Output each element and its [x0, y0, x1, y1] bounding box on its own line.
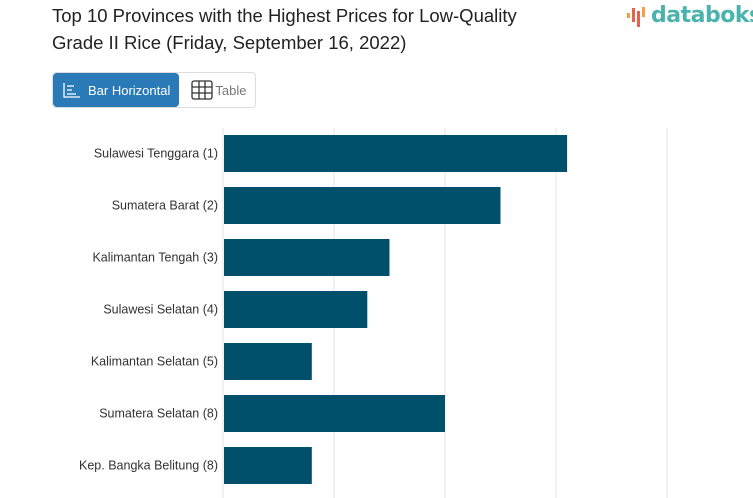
view-tabs: Bar Horizontal Table	[52, 72, 257, 108]
bar[interactable]	[224, 447, 312, 484]
bar[interactable]	[224, 135, 568, 172]
category-label: Sumatera Selatan (8)	[99, 407, 218, 421]
logo-bars-icon	[627, 6, 645, 27]
category-label: Sulawesi Tenggara (1)	[94, 147, 218, 161]
bar[interactable]	[224, 291, 368, 328]
category-label: Sulawesi Selatan (4)	[103, 303, 218, 317]
bar[interactable]	[224, 187, 501, 224]
tab-label: Table	[215, 82, 247, 98]
bar[interactable]	[224, 343, 312, 380]
databoks-logo: databoks	[626, 3, 753, 28]
chart-title: Top 10 Provinces with the Highest Prices…	[52, 5, 517, 53]
bar[interactable]	[224, 239, 390, 276]
category-label: Sumatera Barat (2)	[112, 199, 218, 213]
tab-label: Bar Horizontal	[88, 82, 171, 98]
tab-bar-horizontal[interactable]: Bar Horizontal	[53, 73, 180, 107]
category-label: Kalimantan Selatan (5)	[91, 355, 218, 369]
category-label: Kep. Bangka Belitung (8)	[79, 459, 218, 473]
tab-table[interactable]: Table	[179, 73, 255, 107]
logo-text: databoks	[651, 3, 753, 28]
bar-horizontal-icon	[63, 83, 80, 98]
bar[interactable]	[224, 395, 445, 432]
table-icon	[191, 80, 214, 100]
category-label: Kalimantan Tengah (3)	[92, 251, 218, 265]
